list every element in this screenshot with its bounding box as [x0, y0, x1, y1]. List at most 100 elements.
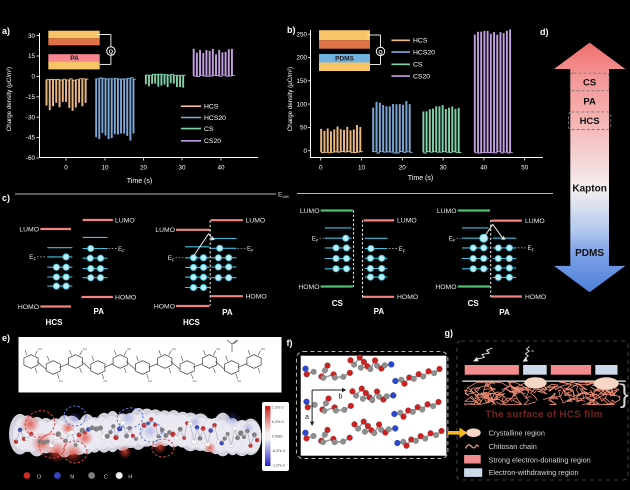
svg-text:OH: OH	[38, 347, 42, 351]
svg-text:-30: -30	[26, 114, 36, 121]
svg-text:O: O	[37, 474, 42, 480]
svg-text:HCS: HCS	[183, 318, 201, 327]
svg-text:Crystalline region: Crystalline region	[489, 428, 545, 437]
svg-text:a: a	[305, 414, 309, 421]
svg-text:10: 10	[358, 165, 366, 172]
svg-text:100: 100	[296, 101, 307, 108]
svg-text:Time (s): Time (s)	[127, 178, 152, 185]
svg-text:e⁻: e⁻	[487, 350, 491, 354]
svg-text:HCS20: HCS20	[204, 115, 226, 122]
svg-text:HOMO: HOMO	[115, 294, 136, 301]
svg-text:CS: CS	[413, 62, 423, 69]
svg-text:OH: OH	[193, 379, 197, 383]
svg-text:150: 150	[296, 78, 307, 85]
svg-text:OH: OH	[216, 347, 220, 351]
svg-text:Q: Q	[378, 50, 383, 56]
svg-text:0: 0	[64, 165, 68, 172]
svg-text:30: 30	[28, 33, 36, 40]
svg-text:}: }	[620, 379, 629, 409]
svg-text:HCS: HCS	[46, 318, 64, 327]
svg-text:HCS20: HCS20	[413, 50, 435, 57]
svg-text:250: 250	[296, 31, 307, 38]
svg-text:g): g)	[445, 328, 454, 338]
svg-text:PA: PA	[374, 307, 385, 316]
svg-text:LUMO: LUMO	[525, 218, 545, 225]
svg-text:C: C	[104, 474, 108, 480]
svg-text:LUMO: LUMO	[19, 226, 39, 233]
svg-text:-60: -60	[26, 155, 36, 162]
svg-text:Chitosan chain: Chitosan chain	[489, 442, 537, 451]
svg-text:-6.37e-3: -6.37e-3	[272, 449, 285, 453]
svg-text:15: 15	[28, 53, 36, 60]
svg-text:50: 50	[521, 165, 529, 172]
svg-text:CS20: CS20	[413, 74, 430, 81]
svg-text:HOMO: HOMO	[397, 294, 418, 301]
svg-text:20: 20	[140, 165, 148, 172]
svg-text:-1.27e-2: -1.27e-2	[272, 464, 285, 468]
svg-text:OH: OH	[103, 379, 107, 383]
svg-text:0.00e0: 0.00e0	[272, 435, 282, 439]
svg-text:0: 0	[31, 74, 35, 81]
svg-text:Time (s): Time (s)	[408, 175, 433, 182]
svg-text:a: a	[532, 349, 534, 353]
svg-text:-45: -45	[26, 135, 36, 142]
svg-text:HOMO: HOMO	[154, 303, 175, 310]
svg-text:The surface of HCS film: The surface of HCS film	[485, 410, 602, 421]
svg-text:Electron-withdrawing region: Electron-withdrawing region	[489, 468, 579, 477]
svg-text:a): a)	[2, 26, 10, 36]
svg-text:40: 40	[480, 165, 488, 172]
svg-text:Charge density (μC/m²): Charge density (μC/m²)	[287, 67, 294, 131]
svg-text:HCS: HCS	[413, 38, 428, 45]
svg-text:c): c)	[2, 193, 10, 203]
svg-text:HOMO: HOMO	[246, 294, 267, 301]
svg-text:PDMS: PDMS	[335, 56, 354, 63]
svg-text:OH: OH	[83, 347, 87, 351]
svg-text:30: 30	[440, 165, 448, 172]
svg-text:b: b	[339, 394, 343, 401]
svg-text:HOMO: HOMO	[435, 284, 456, 291]
svg-text:6.37e-3: 6.37e-3	[272, 420, 284, 424]
svg-text:PDMS: PDMS	[575, 248, 604, 259]
svg-text:HOMO: HOMO	[18, 304, 39, 311]
svg-text:-15: -15	[26, 94, 36, 101]
svg-text:OH: OH	[172, 347, 176, 351]
svg-text:50: 50	[300, 125, 308, 132]
svg-text:d): d)	[540, 27, 549, 37]
svg-text:30: 30	[178, 165, 186, 172]
svg-text:Strong electron-donating regio: Strong electron-donating region	[489, 455, 591, 464]
svg-text:CS: CS	[332, 299, 344, 308]
svg-text:LUMO: LUMO	[397, 218, 417, 225]
svg-text:CS20: CS20	[204, 138, 221, 145]
svg-text:CS: CS	[468, 299, 480, 308]
svg-text:PA: PA	[499, 308, 510, 317]
svg-text:10: 10	[101, 165, 109, 172]
svg-text:LUMO: LUMO	[437, 208, 457, 215]
svg-text:20: 20	[399, 165, 407, 172]
svg-text:PA: PA	[94, 307, 105, 316]
svg-text:LUMO: LUMO	[300, 208, 320, 215]
svg-text:0: 0	[319, 165, 323, 172]
svg-text:OH: OH	[148, 379, 152, 383]
svg-text:CS: CS	[204, 126, 214, 133]
svg-text:HOMO: HOMO	[298, 284, 319, 291]
svg-text:HCS: HCS	[580, 116, 600, 127]
svg-text:PA: PA	[70, 55, 79, 62]
svg-text:PA: PA	[583, 97, 596, 108]
svg-text:Kapton: Kapton	[572, 184, 606, 195]
svg-text:LUMO: LUMO	[246, 218, 266, 225]
svg-text:HOMO: HOMO	[525, 294, 546, 301]
svg-text:f): f)	[287, 338, 293, 348]
svg-text:200: 200	[296, 55, 307, 62]
svg-text:40: 40	[217, 165, 225, 172]
svg-text:b): b)	[287, 25, 296, 35]
svg-text:CS: CS	[583, 78, 596, 89]
svg-text:LUMO: LUMO	[155, 227, 175, 234]
svg-text:OH: OH	[237, 379, 241, 383]
svg-text:Q: Q	[109, 49, 114, 55]
svg-text:PA: PA	[222, 308, 233, 317]
svg-text:N: N	[70, 474, 74, 480]
svg-text:Charge density (μC/m²): Charge density (μC/m²)	[6, 67, 13, 131]
svg-text:0: 0	[303, 148, 307, 155]
svg-text:LUMO: LUMO	[115, 217, 135, 224]
svg-text:1.27e-2: 1.27e-2	[272, 406, 284, 410]
